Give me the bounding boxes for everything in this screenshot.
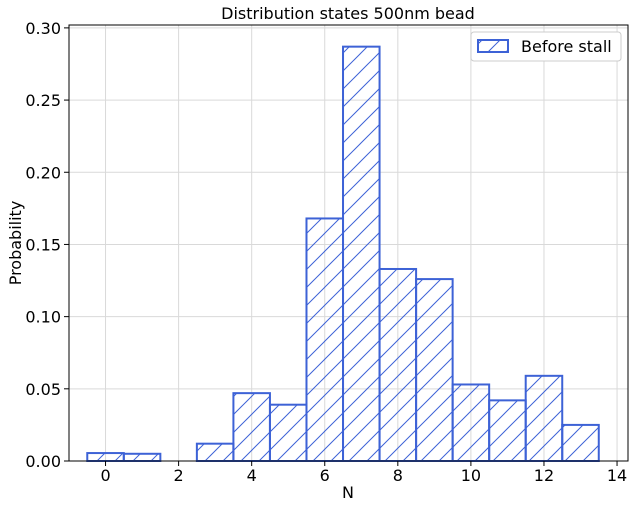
- histogram-bar: [342, 45, 381, 462]
- y-axis-label: Probability: [6, 201, 25, 286]
- x-tick-label: 12: [534, 466, 554, 485]
- histogram-bar: [305, 217, 345, 462]
- x-tick-label: 10: [461, 466, 481, 485]
- histogram-bar: [232, 392, 271, 462]
- x-tick-label: 6: [320, 466, 330, 485]
- y-tick-label: 0.05: [25, 380, 61, 399]
- plot-frame: [68, 24, 629, 462]
- y-tick-label: 0.30: [25, 19, 61, 38]
- y-axis-ticks: 0.00 0.05 0.10 0.15 0.20 0.25 0.30: [25, 19, 69, 471]
- histogram-bar: [451, 383, 491, 462]
- x-tick-label: 2: [174, 466, 184, 485]
- y-tick-label: 0.15: [25, 235, 61, 254]
- histogram-bar: [524, 374, 564, 463]
- histogram-bar: [195, 442, 235, 463]
- y-tick-label: 0.25: [25, 91, 61, 110]
- x-tick-label: 14: [607, 466, 627, 485]
- histogram-bar: [488, 399, 527, 462]
- legend-label: Before stall: [521, 37, 612, 56]
- x-axis-ticks: 0 2 4 6 8 10 12 14: [100, 461, 627, 485]
- histogram-bar: [561, 423, 600, 463]
- x-tick-label: 0: [100, 466, 110, 485]
- chart-title: Distribution states 500nm bead: [221, 4, 475, 23]
- x-tick-label: 4: [247, 466, 257, 485]
- y-tick-label: 0.00: [25, 452, 61, 471]
- histogram-bar: [122, 452, 162, 463]
- histogram-bar: [378, 267, 418, 462]
- x-tick-label: 8: [393, 466, 403, 485]
- legend-swatch: [477, 39, 509, 53]
- legend: Before stall: [470, 31, 622, 62]
- y-tick-label: 0.20: [25, 163, 61, 182]
- x-axis-label: N: [342, 483, 354, 502]
- histogram-bar: [86, 452, 125, 462]
- bars: [86, 45, 600, 463]
- y-tick-label: 0.10: [25, 308, 61, 327]
- histogram-bar: [415, 278, 454, 462]
- histogram-bar: [268, 403, 308, 463]
